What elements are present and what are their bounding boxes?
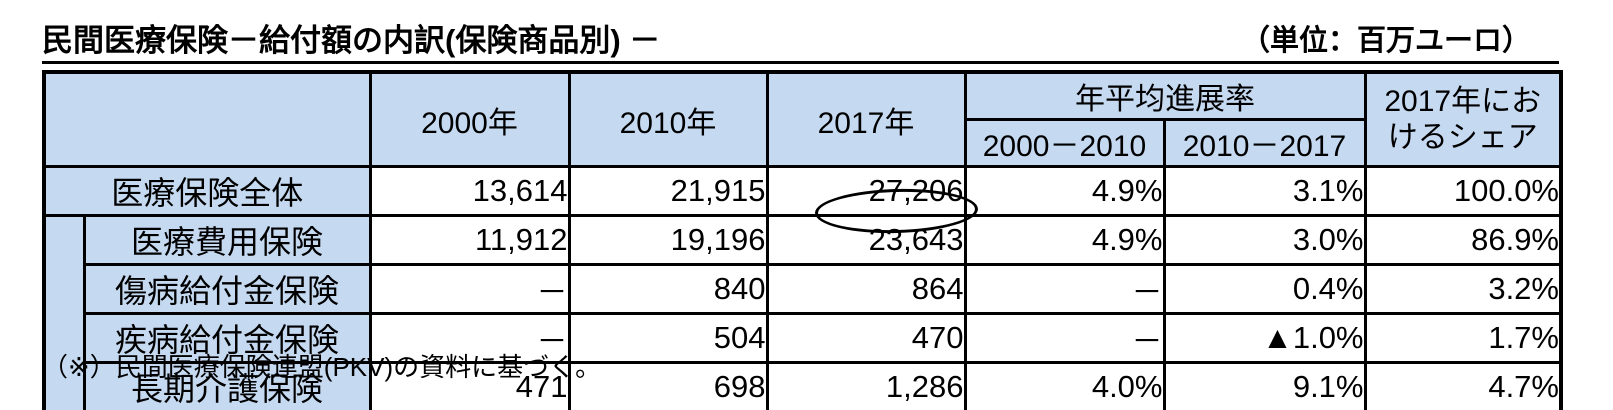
cell-medexp-2017-circled: 23,643 — [765, 214, 967, 266]
cell-ltc-2017: 1,286 — [765, 361, 967, 410]
row-label-total: 医療保険全体 — [42, 165, 372, 217]
cell-sickness-share: 1.7% — [1363, 312, 1563, 364]
cell-medexp-share: 86.9% — [1363, 214, 1563, 266]
col-header-2017: 2017年 — [765, 70, 967, 168]
cell-sickness-growth-1017: ▲1.0% — [1162, 312, 1367, 364]
header-row-1: 2000年 2010年 2017年 年平均進展率 2017年にお けるシェア — [42, 70, 1563, 168]
cell-injury-2017: 864 — [765, 263, 967, 315]
cell-ltc-growth-1017: 9.1% — [1162, 361, 1367, 410]
cell-injury-2000: － — [368, 263, 571, 315]
col-header-2010-2017: 2010－2017 — [1162, 118, 1367, 168]
cell-sickness-growth-0010: － — [963, 312, 1166, 364]
col-header-2010: 2010年 — [567, 70, 769, 168]
cell-ltc-share: 4.7% — [1363, 361, 1563, 410]
row-label-sickness-benefit: 疾病給付金保険 — [82, 312, 372, 364]
share-header-line2: けるシェア — [1387, 120, 1538, 154]
cell-total-growth-0010: 4.9% — [963, 165, 1166, 217]
col-header-avg-growth: 年平均進展率 — [963, 70, 1367, 121]
corner-cell — [42, 70, 372, 168]
header-row-2: 2000－2010 2010－2017 — [44, 118, 1561, 168]
table-row-medical-expense: 医療費用保険 11,912 19,196 23,643 4.9% 3.0% 86… — [42, 214, 1563, 410]
cell-injury-2010: 840 — [567, 263, 769, 315]
table-row-total: 医療保険全体 13,614 21,915 27,206 4.9% 3.1% 10… — [42, 165, 1563, 217]
cell-injury-share: 3.2% — [1363, 263, 1563, 315]
cell-total-2017: 27,206 — [765, 165, 967, 217]
row-label-injury-benefit: 傷病給付金保険 — [82, 263, 372, 315]
title-row: 民間医療保険－給付額の内訳(保険商品別) － （単位：百万ユーロ） — [42, 24, 1559, 64]
cell-sickness-2000: － — [368, 312, 571, 364]
cell-medexp-2000: 11,912 — [368, 214, 571, 266]
cell-ltc-2000: 471 — [368, 361, 571, 410]
col-header-2000: 2000年 — [368, 70, 571, 168]
cell-sickness-2010: 504 — [567, 312, 769, 364]
row-label-longterm-care: 長期介護保険 — [82, 361, 372, 410]
table-row-injury-benefit: 傷病給付金保険 － 840 864 － 0.4% 3.2% — [44, 263, 1563, 315]
share-header-line1: 2017年にお — [1384, 84, 1542, 118]
row-label-medical-expense: 医療費用保険 — [82, 214, 372, 266]
cell-medexp-2010: 19,196 — [567, 214, 769, 266]
insurance-benefits-table: 2000年 2010年 2017年 年平均進展率 2017年にお けるシェア 2… — [42, 70, 1563, 410]
cell-total-growth-1017: 3.1% — [1162, 165, 1367, 217]
cell-sickness-2017: 470 — [765, 312, 967, 364]
cell-total-2000: 13,614 — [368, 165, 571, 217]
cell-total-2010: 21,915 — [567, 165, 769, 217]
col-header-share-2017: 2017年にお けるシェア — [1363, 70, 1563, 168]
cell-injury-growth-0010: － — [963, 263, 1166, 315]
page-title: 民間医療保険－給付額の内訳(保険商品別) － — [42, 23, 661, 58]
cell-medexp-growth-0010: 4.9% — [963, 214, 1166, 266]
table-row-longterm-care: 長期介護保険 471 698 1,286 4.0% 9.1% 4.7% — [44, 361, 1563, 410]
unit-label: （単位：百万ユーロ） — [1240, 25, 1531, 57]
cell-ltc-growth-0010: 4.0% — [963, 361, 1166, 410]
col-header-2000-2010: 2000－2010 — [963, 118, 1166, 168]
cell-medexp-growth-1017: 3.0% — [1162, 214, 1367, 266]
footnote: （※）民間医療保険連盟(PKV)の資料に基づく。 — [42, 352, 602, 382]
indent-strip — [42, 214, 86, 410]
cell-injury-growth-1017: 0.4% — [1162, 263, 1367, 315]
table-row-sickness-benefit: 疾病給付金保険 － 504 470 － ▲1.0% 1.7% — [44, 312, 1563, 364]
cell-total-share: 100.0% — [1363, 165, 1563, 217]
